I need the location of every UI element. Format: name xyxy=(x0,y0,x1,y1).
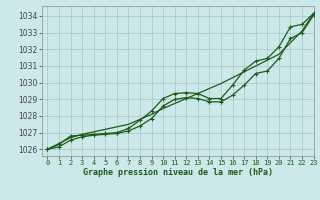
X-axis label: Graphe pression niveau de la mer (hPa): Graphe pression niveau de la mer (hPa) xyxy=(83,168,273,177)
